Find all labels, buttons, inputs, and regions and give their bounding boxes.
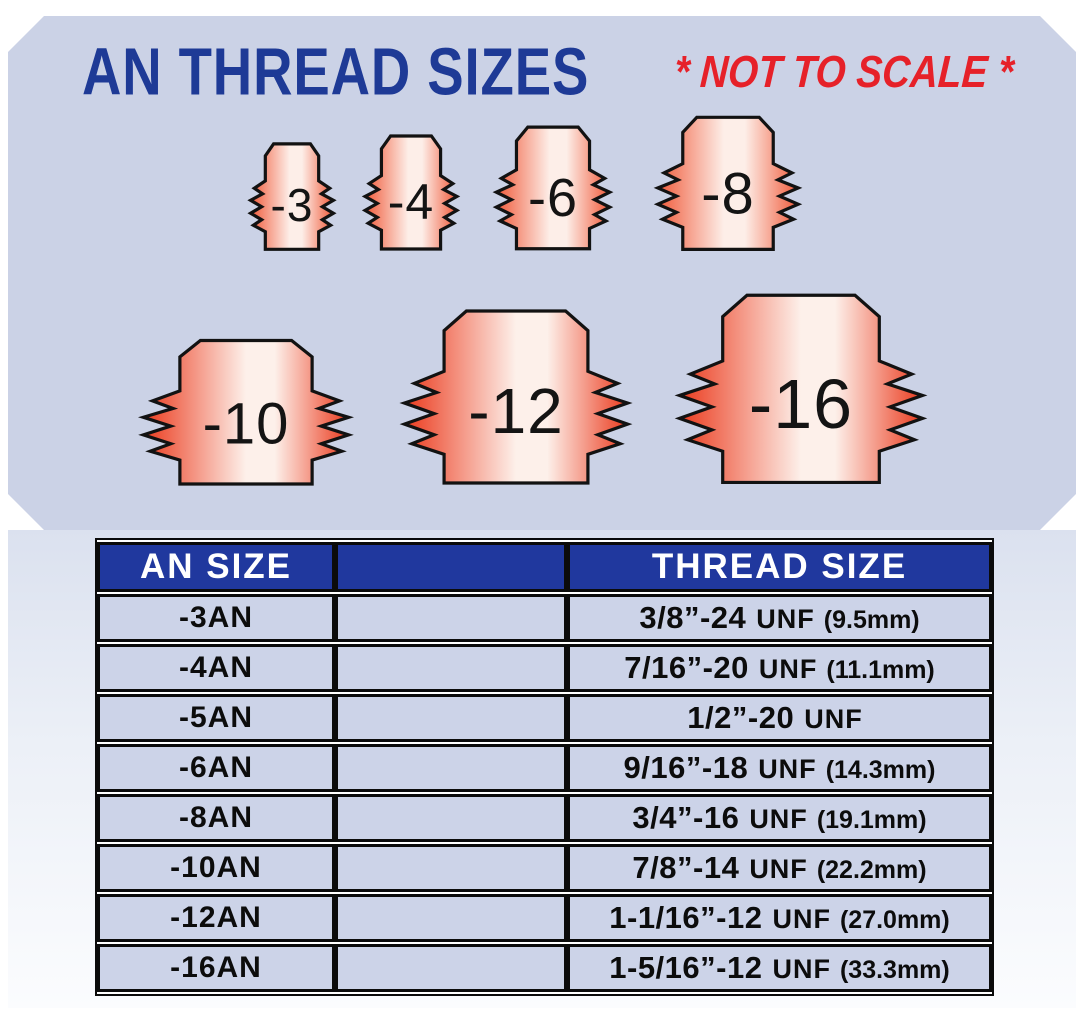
fitting-shape-icon bbox=[650, 115, 806, 254]
empty-cell bbox=[335, 694, 567, 742]
empty-cell bbox=[335, 844, 567, 892]
thread-size-header: THREAD SIZE bbox=[567, 542, 992, 592]
fitting-shape-icon bbox=[246, 142, 338, 253]
thread-size-cell: 3/8”-24 UNF (9.5mm) bbox=[567, 594, 992, 642]
empty-cell bbox=[335, 894, 567, 942]
table-row: -3AN 3/8”-24 UNF (9.5mm) bbox=[97, 594, 992, 642]
thread-size-cell: 9/16”-18 UNF (14.3mm) bbox=[567, 744, 992, 792]
thread-spec: 3/8”-24 bbox=[639, 600, 747, 635]
empty-cell bbox=[335, 644, 567, 692]
table-row: -5AN 1/2”-20 UNF bbox=[97, 694, 992, 742]
fitting-shape-icon bbox=[490, 125, 616, 253]
table-row: -4AN 7/16”-20 UNF (11.1mm) bbox=[97, 644, 992, 692]
thread-standard: UNF bbox=[772, 954, 831, 984]
an-size-cell: -10AN bbox=[97, 844, 335, 892]
thread-size-cell: 1/2”-20 UNF bbox=[567, 694, 992, 742]
table-row: -8AN 3/4”-16 UNF (19.1mm) bbox=[97, 794, 992, 842]
fitting-an3: -3 bbox=[246, 142, 338, 253]
not-to-scale-note: * NOT TO SCALE * bbox=[672, 46, 1016, 97]
fitting-an10: -10 bbox=[132, 338, 360, 489]
thread-spec: 7/8”-14 bbox=[632, 850, 740, 885]
thread-standard: UNF bbox=[758, 654, 818, 684]
fitting-shape-icon bbox=[666, 292, 936, 489]
an-size-cell: -8AN bbox=[97, 794, 335, 842]
thread-size-cell: 7/16”-20 UNF (11.1mm) bbox=[567, 644, 992, 692]
table-row: -10AN 7/8”-14 UNF (22.2mm) bbox=[97, 844, 992, 892]
fitting-shape-icon bbox=[392, 308, 640, 489]
table-row: -6AN 9/16”-18 UNF (14.3mm) bbox=[97, 744, 992, 792]
fitting-an12: -12 bbox=[392, 308, 640, 489]
fitting-label: -3 bbox=[270, 179, 314, 232]
empty-cell bbox=[335, 594, 567, 642]
thread-mm: (33.3mm) bbox=[839, 956, 950, 984]
thread-spec: 1-1/16”-12 bbox=[609, 900, 763, 935]
thread-mm: (19.1mm) bbox=[816, 806, 927, 834]
an-size-cell: -6AN bbox=[97, 744, 335, 792]
thread-size-table: AN SIZE THREAD SIZE -3AN 3/8”-24 UNF (9.5m… bbox=[95, 538, 994, 996]
table-row: -16AN 1-5/16”-12 UNF (33.3mm) bbox=[97, 944, 992, 992]
fitting-label: -16 bbox=[748, 365, 854, 444]
thread-mm: (27.0mm) bbox=[839, 906, 950, 934]
an-size-cell: -3AN bbox=[97, 594, 335, 642]
thread-spec: 3/4”-16 bbox=[632, 800, 740, 835]
thread-standard: UNF bbox=[749, 804, 808, 834]
thread-size-cell: 1-1/16”-12 UNF (27.0mm) bbox=[567, 894, 992, 942]
table-row: -12AN 1-1/16”-12 UNF (27.0mm) bbox=[97, 894, 992, 942]
thread-size-cell: 1-5/16”-12 UNF (33.3mm) bbox=[567, 944, 992, 992]
fitting-label: -12 bbox=[468, 375, 564, 448]
empty-cell bbox=[335, 744, 567, 792]
thread-standard: UNF bbox=[804, 704, 863, 734]
fitting-an16: -16 bbox=[666, 292, 936, 489]
table-header-row: AN SIZE THREAD SIZE bbox=[97, 542, 992, 592]
thread-mm: (9.5mm) bbox=[823, 606, 920, 634]
middle-header bbox=[335, 542, 567, 592]
fitting-an8: -8 bbox=[650, 115, 806, 254]
an-size-cell: -4AN bbox=[97, 644, 335, 692]
fitting-an4: -4 bbox=[360, 134, 462, 253]
an-size-cell: -16AN bbox=[97, 944, 335, 992]
an-size-cell: -5AN bbox=[97, 694, 335, 742]
thread-mm: (11.1mm) bbox=[826, 656, 935, 684]
page-title: AN THREAD SIZES bbox=[82, 35, 590, 110]
fitting-label: -6 bbox=[527, 167, 579, 228]
fitting-label: -10 bbox=[202, 391, 290, 457]
thread-size-cell: 3/4”-16 UNF (19.1mm) bbox=[567, 794, 992, 842]
fitting-shape-icon bbox=[132, 338, 360, 489]
thread-size-cell: 7/8”-14 UNF (22.2mm) bbox=[567, 844, 992, 892]
thread-spec: 1-5/16”-12 bbox=[609, 950, 763, 985]
thread-standard: UNF bbox=[756, 604, 815, 634]
fitting-label: -8 bbox=[701, 161, 755, 227]
thread-mm: (22.2mm) bbox=[816, 856, 927, 884]
thread-standard: UNF bbox=[758, 754, 817, 784]
thread-standard: UNF bbox=[772, 904, 831, 934]
empty-cell bbox=[335, 794, 567, 842]
an-size-header: AN SIZE bbox=[97, 542, 335, 592]
an-size-cell: -12AN bbox=[97, 894, 335, 942]
thread-standard: UNF bbox=[749, 854, 808, 884]
empty-cell bbox=[335, 944, 567, 992]
thread-mm: (14.3mm) bbox=[825, 756, 936, 784]
thread-spec: 9/16”-18 bbox=[623, 750, 749, 785]
thread-spec: 1/2”-20 bbox=[687, 700, 795, 735]
fitting-shape-icon bbox=[360, 134, 462, 253]
fitting-label: -4 bbox=[387, 173, 435, 230]
thread-spec: 7/16”-20 bbox=[624, 650, 749, 685]
fitting-an6: -6 bbox=[490, 125, 616, 253]
